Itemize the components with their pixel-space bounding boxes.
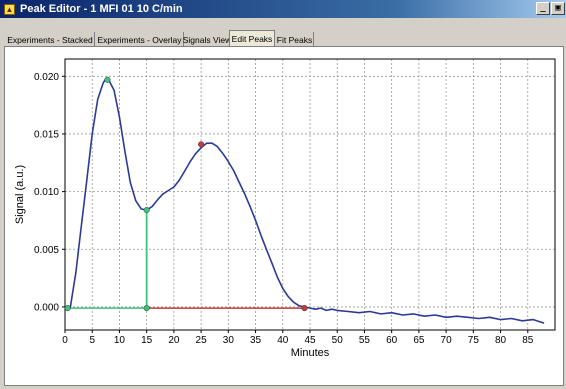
x-tick-label: 10 (114, 335, 126, 346)
peak-marker (143, 207, 150, 214)
restore-icon: ▣ (555, 3, 561, 13)
x-tick-label: 40 (277, 335, 289, 346)
x-tick-label: 60 (386, 335, 398, 346)
x-tick-label: 65 (413, 335, 425, 346)
x-tick-label: 25 (196, 335, 208, 346)
minimize-icon: _ (540, 3, 546, 13)
y-tick-label: 0.015 (34, 129, 59, 140)
x-tick-label: 15 (141, 335, 153, 346)
x-tick-label: 0 (62, 335, 68, 346)
tab-signals-view[interactable]: Signals View (183, 32, 231, 47)
x-tick-label: 50 (332, 335, 344, 346)
x-tick-label: 75 (468, 335, 480, 346)
y-tick-label: 0.000 (34, 302, 59, 313)
peak-marker (301, 305, 308, 312)
peak-marker (143, 305, 150, 312)
x-tick-label: 70 (441, 335, 453, 346)
window-titlebar[interactable]: ▲ Peak Editor - 1 MFI 01 10 C/min _ ▣ (0, 0, 566, 18)
x-tick-label: 80 (495, 335, 507, 346)
x-tick-label: 5 (89, 335, 95, 346)
tab-strip: Experiments - Stacked Experiments - Over… (0, 18, 566, 48)
y-tick-label: 0.010 (34, 187, 59, 198)
y-axis-label: Signal (a.u.) (14, 165, 26, 224)
tab-fit-peaks[interactable]: Fit Peaks (276, 32, 314, 47)
tab-edit-peaks[interactable]: Edit Peaks (229, 30, 275, 47)
y-tick-label: 0.020 (34, 72, 59, 83)
tab-experiments-overlay[interactable]: Experiments - Overlay (96, 32, 184, 47)
signal-line (64, 77, 545, 324)
x-tick-label: 45 (304, 335, 316, 346)
peak-marker (64, 305, 71, 312)
window-title: Peak Editor - 1 MFI 01 10 C/min (20, 3, 183, 15)
restore-button[interactable]: ▣ (551, 2, 565, 15)
peak-editor-app-icon[interactable]: ▲ (4, 3, 15, 15)
peak-marker (104, 76, 111, 83)
x-tick-label: 35 (250, 335, 262, 346)
tab-experiments-stacked[interactable]: Experiments - Stacked (6, 32, 95, 47)
peak-marker (198, 141, 205, 148)
minimize-button[interactable]: _ (536, 2, 550, 15)
x-tick-label: 30 (223, 335, 235, 346)
y-tick-label: 0.005 (34, 245, 59, 256)
x-tick-label: 85 (522, 335, 534, 346)
chart-panel: 0 5 10 15 20 25 30 35 40 45 50 55 60 65 70 75 80 85 0.000 0… (4, 46, 564, 386)
x-axis-label: Minutes (291, 347, 330, 359)
signal-chart[interactable]: 0 5 10 15 20 25 30 35 40 45 50 55 60 65 70 75 80 85 0.000 0… (5, 47, 563, 385)
x-tick-label: 55 (359, 335, 371, 346)
x-tick-label: 20 (168, 335, 180, 346)
